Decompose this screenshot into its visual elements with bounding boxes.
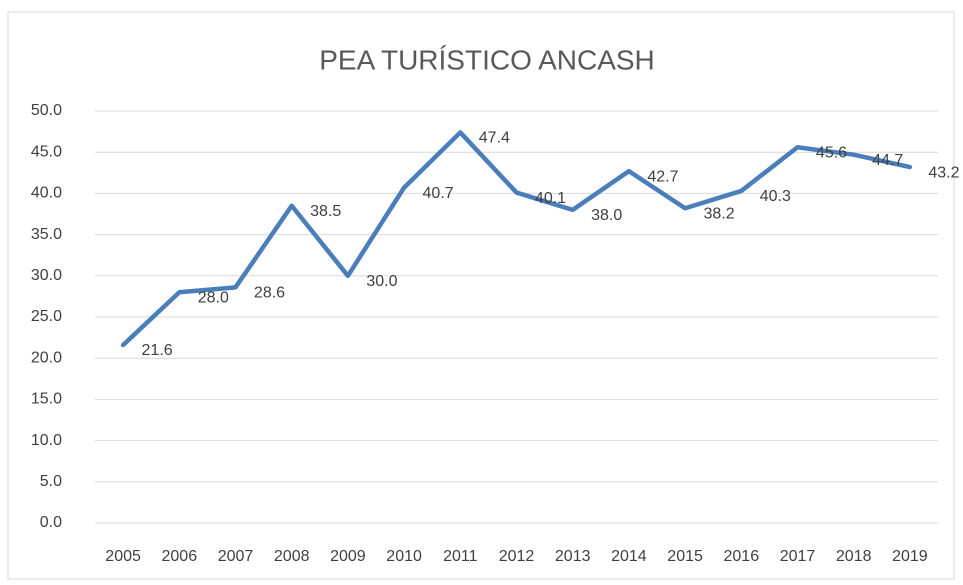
x-tick-label: 2013 (555, 548, 591, 565)
chart-frame (7, 11, 955, 580)
x-tick-label: 2017 (780, 548, 816, 565)
y-tick-label: 0.0 (40, 514, 62, 531)
data-label: 42.7 (647, 168, 678, 185)
data-label: 38.5 (310, 203, 341, 220)
x-tick-label: 2012 (499, 548, 535, 565)
y-tick-label: 10.0 (31, 432, 62, 449)
data-label: 38.2 (704, 205, 735, 222)
x-tick-label: 2008 (274, 548, 310, 565)
x-tick-label: 2018 (836, 548, 872, 565)
x-tick-label: 2010 (386, 548, 422, 565)
data-label: 40.1 (535, 190, 566, 207)
x-tick-label: 2015 (667, 548, 703, 565)
data-line (120, 130, 913, 348)
data-label: 47.4 (479, 130, 510, 147)
x-tick-label: 2009 (330, 548, 366, 565)
data-label: 40.3 (760, 188, 791, 205)
data-label: 44.7 (872, 152, 903, 169)
x-tick-label: 2016 (724, 548, 760, 565)
y-tick-label: 50.0 (31, 102, 62, 119)
x-tick-label: 2006 (162, 548, 198, 565)
x-tick-label: 2011 (443, 548, 478, 565)
y-tick-label: 30.0 (31, 267, 62, 284)
y-tick-label: 5.0 (40, 473, 62, 490)
data-label: 30.0 (366, 273, 397, 290)
data-label: 28.6 (254, 285, 285, 302)
data-label: 38.0 (591, 207, 622, 224)
y-tick-label: 45.0 (31, 143, 62, 160)
data-label: 40.7 (423, 185, 454, 202)
data-label: 43.2 (928, 164, 959, 181)
data-label: 45.6 (816, 144, 847, 161)
x-tick-label: 2005 (105, 548, 141, 565)
data-label: 21.6 (142, 342, 173, 359)
y-tick-label: 35.0 (31, 226, 62, 243)
y-tick-label: 25.0 (31, 308, 62, 325)
data-label: 28.0 (198, 289, 229, 306)
x-tick-label: 2007 (218, 548, 254, 565)
x-tick-label: 2014 (611, 548, 647, 565)
y-tick-label: 20.0 (31, 349, 62, 366)
y-tick-label: 40.0 (31, 185, 62, 202)
chart-title: PEA TURÍSTICO ANCASH (319, 44, 655, 75)
y-tick-label: 15.0 (31, 391, 62, 408)
x-tick-label: 2019 (892, 548, 928, 565)
